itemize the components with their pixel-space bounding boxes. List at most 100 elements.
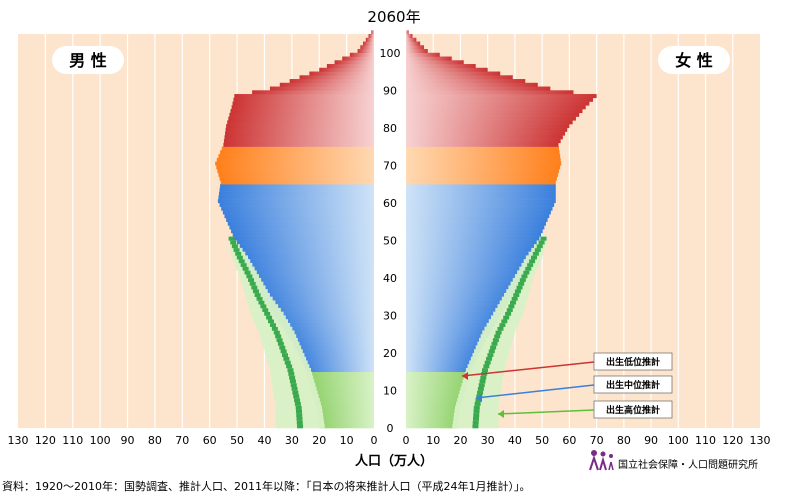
male-bar-age-94 — [309, 71, 374, 76]
male-bar-age-55 — [226, 217, 374, 222]
male-bar-age-5 — [316, 405, 374, 410]
male-bar-age-41 — [249, 270, 374, 275]
f-projection-core-age-22 — [491, 341, 498, 346]
m-projection-core-age-15 — [287, 367, 294, 373]
y-tick-label: 100 — [380, 47, 401, 60]
female-x-tick-label: 100 — [668, 434, 689, 447]
f-projection-core-age-28 — [501, 319, 508, 324]
female-bar-age-9 — [406, 390, 465, 395]
f-projection-core-age-19 — [487, 352, 494, 358]
male-bar-age-17 — [302, 360, 374, 365]
male-bar-age-15 — [305, 367, 374, 373]
male-bar-age-72 — [218, 154, 374, 159]
m-projection-core-age-12 — [289, 379, 296, 384]
male-bar-age-57 — [222, 210, 374, 215]
female-bar-age-1 — [406, 420, 459, 425]
m-projection-core-age-0 — [297, 424, 304, 429]
female-bar-age-98 — [406, 56, 452, 61]
female-bar-age-96 — [406, 64, 476, 69]
y-tick-label: 60 — [383, 197, 397, 210]
female-bar-age-64 — [406, 184, 556, 189]
male-bar-age-1 — [318, 420, 374, 425]
female-bar-age-32 — [406, 304, 506, 309]
f-projection-core-age-6 — [474, 401, 481, 406]
m-projection-core-age-31 — [262, 307, 269, 312]
male-x-tick-label: 70 — [175, 434, 189, 447]
female-bar-age-102 — [406, 41, 421, 46]
f-projection-core-age-39 — [519, 277, 526, 282]
logo-text: 国立社会保障・人口問題研究所 — [618, 458, 758, 471]
male-bar-age-33 — [266, 300, 374, 305]
m-projection-core-age-41 — [244, 270, 251, 275]
female-bar-age-68 — [406, 169, 560, 174]
male-x-tick-label: 110 — [62, 434, 83, 447]
male-x-tick-label: 20 — [312, 434, 326, 447]
male-bar-age-98 — [342, 56, 374, 61]
male-bar-age-70 — [215, 161, 374, 166]
legend-box-0 — [593, 352, 673, 371]
female-bar-age-66 — [406, 176, 557, 181]
male-bar-age-27 — [280, 322, 374, 327]
male-bar-age-24 — [288, 334, 374, 339]
female-x-tick-label: 10 — [426, 434, 440, 447]
female-bar-age-76 — [406, 139, 561, 144]
female-bar-age-20 — [406, 349, 480, 354]
m-projection-core-age-35 — [254, 292, 261, 297]
y-tick-label: 80 — [383, 122, 397, 135]
f-projection-core-age-41 — [523, 270, 530, 275]
male-bar-age-3 — [317, 412, 374, 418]
m-projection-core-age-37 — [251, 285, 258, 290]
f-projection-core-age-27 — [499, 322, 506, 327]
female-bar-age-51 — [406, 232, 542, 237]
f-projection-core-age-4 — [473, 409, 480, 414]
f-projection-core-age-15 — [481, 367, 488, 373]
female-bar-age-104 — [406, 34, 413, 39]
female-bar-age-18 — [406, 356, 477, 361]
male-bar-age-95 — [319, 67, 374, 72]
female-bar-age-34 — [406, 296, 511, 301]
female-bar-age-47 — [406, 247, 535, 252]
female-bar-age-53 — [406, 225, 545, 230]
y-tick-label: 10 — [383, 384, 397, 397]
m-projection-core-age-39 — [248, 277, 255, 282]
y-tick-label: 70 — [383, 159, 397, 172]
male-x-tick-label: 50 — [230, 434, 244, 447]
male-bar-age-104 — [368, 34, 374, 39]
female-bar-age-21 — [406, 345, 482, 350]
f-projection-core-age-45 — [530, 255, 537, 260]
male-bar-age-68 — [217, 169, 374, 174]
female-bar-age-100 — [406, 49, 428, 54]
male-bar-age-67 — [218, 172, 374, 177]
f-projection-core-age-21 — [490, 345, 497, 350]
male-bar-age-75 — [223, 142, 374, 147]
male-bar-age-62 — [219, 191, 374, 196]
male-x-tick-label: 90 — [121, 434, 135, 447]
m-projection-core-age-8 — [293, 394, 300, 399]
female-bar-age-55 — [406, 217, 548, 222]
male-bar-age-102 — [363, 41, 374, 46]
male-bar-age-8 — [313, 394, 374, 399]
f-projection-core-age-3 — [473, 412, 480, 418]
male-bar-age-51 — [232, 232, 374, 237]
male-bar-age-34 — [263, 296, 374, 301]
female-bar-age-81 — [406, 120, 573, 125]
f-projection-core-age-47 — [534, 247, 541, 252]
female-bar-age-11 — [406, 382, 467, 388]
female-bar-age-88 — [406, 94, 597, 99]
female-bar-age-42 — [406, 266, 527, 271]
male-bar-age-81 — [227, 120, 374, 125]
y-tick-label: 0 — [387, 422, 394, 435]
female-bar-age-25 — [406, 330, 491, 335]
female-bar-age-83 — [406, 112, 580, 117]
male-bar-age-0 — [319, 424, 374, 429]
y-tick-label: 40 — [383, 272, 397, 285]
m-projection-core-age-18 — [283, 356, 290, 361]
m-projection-core-age-30 — [264, 311, 271, 316]
male-bar-age-45 — [242, 255, 374, 260]
female-bar-age-73 — [406, 150, 560, 155]
female-bar-age-56 — [406, 214, 550, 219]
female-x-tick-label: 90 — [644, 434, 658, 447]
male-bar-age-71 — [216, 157, 374, 162]
female-bar-age-75 — [406, 142, 559, 147]
male-bar-age-85 — [231, 105, 374, 110]
